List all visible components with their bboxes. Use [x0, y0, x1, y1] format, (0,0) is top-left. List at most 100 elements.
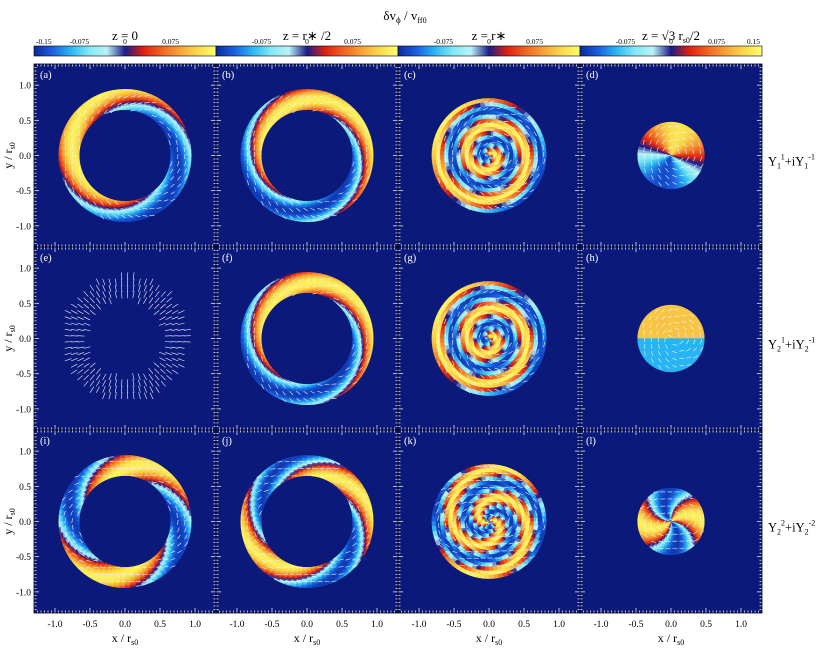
x-tick-label: -1.0	[47, 620, 62, 630]
panel: (l)	[580, 430, 762, 613]
panel: (d)	[580, 64, 762, 247]
y-tick-label: 1.0	[19, 448, 31, 458]
colorbar-tick-label: 0.075	[344, 37, 361, 46]
colorbar	[580, 46, 762, 56]
panel-letter: (d)	[586, 70, 599, 81]
y-axis-label: y / rs0	[1, 142, 17, 168]
velocity-disk	[637, 488, 704, 556]
x-tick-label: 0.5	[700, 620, 712, 630]
colorbar-tick-label: 0.075	[708, 37, 725, 46]
y-tick-label: 1.0	[19, 82, 31, 92]
colorbar	[398, 46, 580, 56]
colorbar-tick-label: 0	[487, 37, 491, 46]
panels: (a) (b) (c) (d) (e) (f) (g) (h) (i) (j) (k) (l)	[34, 64, 762, 613]
disk-hole	[80, 476, 171, 567]
velocity-disk	[432, 464, 547, 579]
x-tick-label: -0.5	[264, 620, 279, 630]
y-tick-label: 0.5	[19, 117, 31, 127]
figure-title: δvϕ / vff0	[383, 8, 426, 25]
x-tick-label: -1.0	[411, 620, 426, 630]
panel-letter: (i)	[40, 436, 50, 447]
colorbar-tick-label: -0.075	[434, 37, 454, 46]
row-label: Y22+iY2-2	[768, 519, 815, 537]
panel: (k)	[398, 430, 580, 613]
panel: (h)	[580, 247, 762, 430]
x-tick-label: 1.0	[371, 620, 383, 630]
y-tick-label: -1.0	[16, 588, 31, 598]
velocity-disk	[637, 122, 704, 190]
colorbar-tick-label: 0	[669, 37, 673, 46]
y-axis-label: y / rs0	[1, 325, 17, 351]
colorbar	[216, 46, 398, 56]
panel-letter: (c)	[404, 70, 416, 81]
x-tick-label: -1.0	[229, 620, 244, 630]
y-tick-label: 0.0	[19, 152, 31, 162]
y-axis-label: y / rs0	[1, 508, 17, 534]
panel: (b)	[216, 64, 398, 247]
x-tick-label: -0.5	[446, 620, 461, 630]
colorbar-tick-label: -0.15	[36, 37, 52, 46]
panel: (f)	[216, 247, 398, 430]
x-tick-label: 0.0	[665, 620, 677, 630]
x-axis-label: x / rs0	[658, 631, 684, 647]
disk-hole	[262, 476, 353, 567]
y-tick-label: -1.0	[16, 222, 31, 232]
y-tick-label: 0.5	[19, 483, 31, 493]
panel: (g)	[398, 247, 580, 430]
x-tick-label: 0.5	[518, 620, 530, 630]
x-axis-label: x / rs0	[294, 631, 320, 647]
panel-letter: (h)	[586, 253, 599, 264]
panel-letter: (f)	[222, 253, 233, 264]
colorbar-tick-label: -0.075	[252, 37, 272, 46]
y-tick-label: 0.0	[19, 518, 31, 528]
panel-letter: (e)	[40, 253, 52, 264]
x-tick-label: 0.0	[483, 620, 495, 630]
row-labels: Y11+iY1-1 Y21+iY2-1 Y22+iY2-2	[768, 153, 815, 537]
colorbar-tick-label: 0.075	[526, 37, 543, 46]
panel: (e)	[34, 247, 216, 430]
x-tick-label: 1.0	[553, 620, 565, 630]
panel-letter: (k)	[404, 436, 417, 447]
velocity-disk	[432, 281, 547, 396]
colorbar-tick-label: 0	[123, 37, 127, 46]
x-tick-label: 0.5	[154, 620, 166, 630]
panel-letter: (b)	[222, 70, 235, 81]
row-label: Y11+iY1-1	[768, 153, 815, 171]
velocity-disk	[637, 305, 704, 373]
y-tick-label: -0.5	[16, 553, 31, 563]
row-label: Y21+iY2-1	[768, 336, 815, 354]
y-tick-label: -1.0	[16, 405, 31, 415]
panel: (i)	[34, 430, 216, 613]
velocity-disk	[432, 98, 547, 213]
x-tick-label: -1.0	[593, 620, 608, 630]
x-tick-label: -0.5	[628, 620, 643, 630]
y-tick-label: -0.5	[16, 187, 31, 197]
x-tick-label: 0.0	[119, 620, 131, 630]
x-tick-label: 1.0	[189, 620, 201, 630]
disk-hole	[262, 293, 353, 384]
colorbar-tick-label: -0.075	[616, 37, 636, 46]
disk-hole	[262, 110, 353, 201]
colorbar	[34, 46, 216, 56]
panel-letter: (j)	[222, 436, 232, 447]
y-tick-label: 0.5	[19, 300, 31, 310]
x-axis-label: x / rs0	[112, 631, 138, 647]
colorbar-tick-label: 0.075	[162, 37, 179, 46]
panel: (j)	[216, 430, 398, 613]
y-tick-label: 0.0	[19, 335, 31, 345]
panel-background	[34, 247, 216, 430]
panel-letter: (a)	[40, 70, 52, 81]
panel: (a)	[34, 64, 216, 247]
colorbar-tick-label: 0	[305, 37, 309, 46]
disk-hole	[80, 110, 171, 201]
x-tick-label: 1.0	[735, 620, 747, 630]
x-tick-label: 0.5	[336, 620, 348, 630]
y-tick-label: -0.5	[16, 370, 31, 380]
panel-letter: (g)	[404, 253, 417, 264]
panel-letter: (l)	[586, 436, 596, 447]
colorbar-tick-label: 0.15	[747, 37, 760, 46]
colorbar-tick-label: -0.075	[70, 37, 90, 46]
x-tick-label: -0.5	[82, 620, 97, 630]
